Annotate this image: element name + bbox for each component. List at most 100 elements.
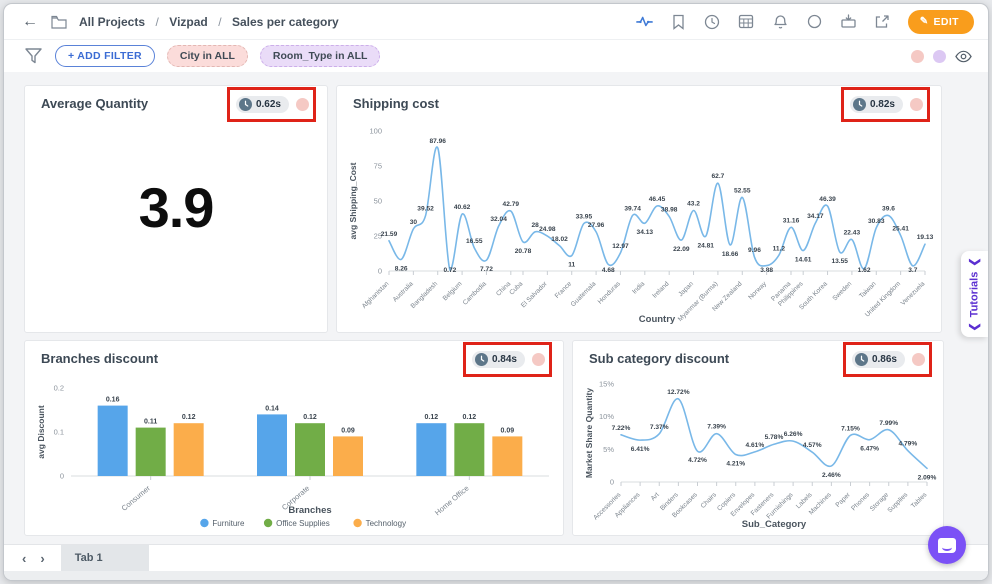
breadcrumb-vizpad[interactable]: Vizpad (169, 14, 208, 29)
svg-text:0.12: 0.12 (463, 414, 477, 421)
breadcrumb-separator: / (218, 14, 222, 29)
load-time-badge: 0.84s (471, 351, 525, 368)
svg-text:6.41%: 6.41% (631, 446, 650, 453)
svg-text:22.09: 22.09 (673, 246, 690, 253)
chevron-left-icon: ❮ (969, 256, 982, 267)
svg-text:38.98: 38.98 (661, 206, 678, 213)
purple-dot[interactable] (933, 49, 946, 63)
breadcrumb-all-projects[interactable]: All Projects (79, 14, 146, 29)
svg-text:Market Share Quantity: Market Share Quantity (584, 388, 594, 478)
svg-text:18.66: 18.66 (722, 251, 739, 258)
share-icon[interactable] (874, 13, 891, 30)
svg-text:0.09: 0.09 (341, 427, 355, 434)
bell-icon[interactable] (772, 13, 789, 30)
svg-text:Phones: Phones (850, 491, 871, 512)
svg-text:Taiwan: Taiwan (858, 280, 878, 300)
pink-dot[interactable] (910, 98, 923, 111)
svg-text:Sub_Category: Sub_Category (742, 519, 807, 530)
svg-text:75: 75 (374, 162, 382, 171)
timer-icon (852, 98, 866, 111)
svg-text:4.21%: 4.21% (726, 460, 745, 467)
circle-icon[interactable] (806, 13, 823, 30)
app-window: ← All Projects / Vizpad / Sales per cate… (3, 3, 989, 581)
svg-text:5%: 5% (603, 445, 614, 454)
tab-scroll-left-icon[interactable]: ‹ (22, 550, 27, 566)
bookmark-icon[interactable] (670, 13, 687, 30)
add-filter-button[interactable]: + ADD FILTER (55, 45, 155, 67)
svg-text:Cambodia: Cambodia (462, 280, 488, 306)
svg-text:19.13: 19.13 (917, 234, 934, 241)
svg-text:46.45: 46.45 (649, 196, 666, 203)
svg-text:France: France (554, 280, 574, 300)
svg-text:31.16: 31.16 (783, 217, 800, 224)
svg-text:Consumer: Consumer (120, 483, 153, 512)
svg-text:33.95: 33.95 (576, 213, 593, 220)
activity-icon[interactable] (635, 13, 653, 30)
load-time-badge-area: 0.62s (226, 87, 316, 122)
pink-dot[interactable] (912, 353, 925, 366)
tab-scroll-right-icon[interactable]: › (40, 550, 45, 566)
load-time-badge: 0.86s (851, 351, 905, 368)
funnel-icon[interactable] (24, 47, 43, 65)
filter-chip-city[interactable]: City in ALL (166, 45, 248, 67)
panel-branches-discount[interactable]: Branches discount 0.84s 0 0.1 0.2 avg Disco… (24, 340, 564, 536)
svg-text:46.39: 46.39 (819, 196, 836, 203)
folder-icon[interactable] (50, 13, 67, 30)
svg-text:0.12: 0.12 (303, 414, 317, 421)
svg-text:7.37%: 7.37% (650, 424, 669, 431)
svg-text:0.14: 0.14 (265, 405, 279, 412)
pink-dot[interactable] (296, 98, 309, 111)
svg-text:Country: Country (639, 314, 676, 325)
svg-text:34.13: 34.13 (637, 229, 654, 236)
svg-text:16.55: 16.55 (466, 238, 483, 245)
svg-text:12.72%: 12.72% (667, 389, 690, 396)
svg-text:27.96: 27.96 (588, 222, 605, 229)
eye-icon[interactable] (955, 48, 972, 65)
chevron-left-icon: ❮ (969, 321, 982, 332)
present-icon[interactable] (840, 13, 857, 30)
svg-text:87.96: 87.96 (429, 138, 446, 145)
tab-1[interactable]: Tab 1 (60, 545, 149, 571)
svg-text:Branches: Branches (288, 505, 331, 516)
line-chart-shipping-cost: 0 25 50 75 100 avg Shipping_Cost 21.59 8.26 30 39… (337, 113, 941, 332)
svg-text:30: 30 (410, 219, 418, 226)
svg-text:Afghanistan: Afghanistan (361, 280, 391, 310)
load-time-badge: 0.82s (849, 96, 903, 113)
svg-text:32.04: 32.04 (490, 216, 507, 223)
edit-button[interactable]: ✎ EDIT (907, 9, 974, 34)
svg-text:8.26: 8.26 (395, 265, 408, 272)
panel-sub-category-discount[interactable]: Sub category discount 0.86s 0 5% 10% 15% Mar… (572, 340, 944, 536)
svg-text:Tables: Tables (910, 491, 929, 510)
svg-text:10%: 10% (599, 412, 614, 421)
load-time-badge-area: 0.82s (840, 87, 930, 122)
clock-icon[interactable] (704, 13, 721, 30)
panel-average-quantity[interactable]: Average Quantity 0.62s 3.9 (24, 85, 328, 333)
panel-title: Shipping cost (353, 96, 439, 111)
timer-icon (238, 98, 252, 111)
svg-text:3.88: 3.88 (760, 267, 773, 274)
breadcrumb-separator: / (155, 14, 159, 29)
table-icon[interactable] (738, 13, 755, 30)
breadcrumb: All Projects / Vizpad / Sales per catego… (79, 13, 339, 31)
svg-text:Paper: Paper (835, 491, 853, 509)
svg-text:Home Office: Home Office (433, 484, 471, 518)
svg-text:0: 0 (378, 267, 382, 276)
pink-dot[interactable] (532, 353, 545, 366)
pink-dot[interactable] (911, 49, 924, 63)
panel-shipping-cost[interactable]: Shipping cost 0.82s 0 25 50 75 100 avg Shippi… (336, 85, 942, 333)
svg-text:Furniture: Furniture (212, 519, 245, 528)
svg-text:Venezuela: Venezuela (900, 280, 927, 307)
svg-text:39.52: 39.52 (417, 206, 434, 213)
timer-icon (474, 353, 488, 366)
tutorials-tab[interactable]: ❮ Tutorials ❮ (961, 251, 988, 337)
svg-text:avg Discount: avg Discount (36, 405, 46, 459)
filter-chip-room-type[interactable]: Room_Type in ALL (259, 45, 381, 67)
svg-text:4.72%: 4.72% (688, 457, 707, 464)
svg-text:7.15%: 7.15% (841, 425, 860, 432)
svg-text:50: 50 (374, 197, 382, 206)
back-icon[interactable]: ← (22, 12, 38, 30)
panel-title: Branches discount (41, 351, 159, 366)
svg-text:4.57%: 4.57% (803, 442, 822, 449)
chat-widget-button[interactable] (928, 526, 966, 564)
svg-text:Norway: Norway (747, 280, 768, 301)
